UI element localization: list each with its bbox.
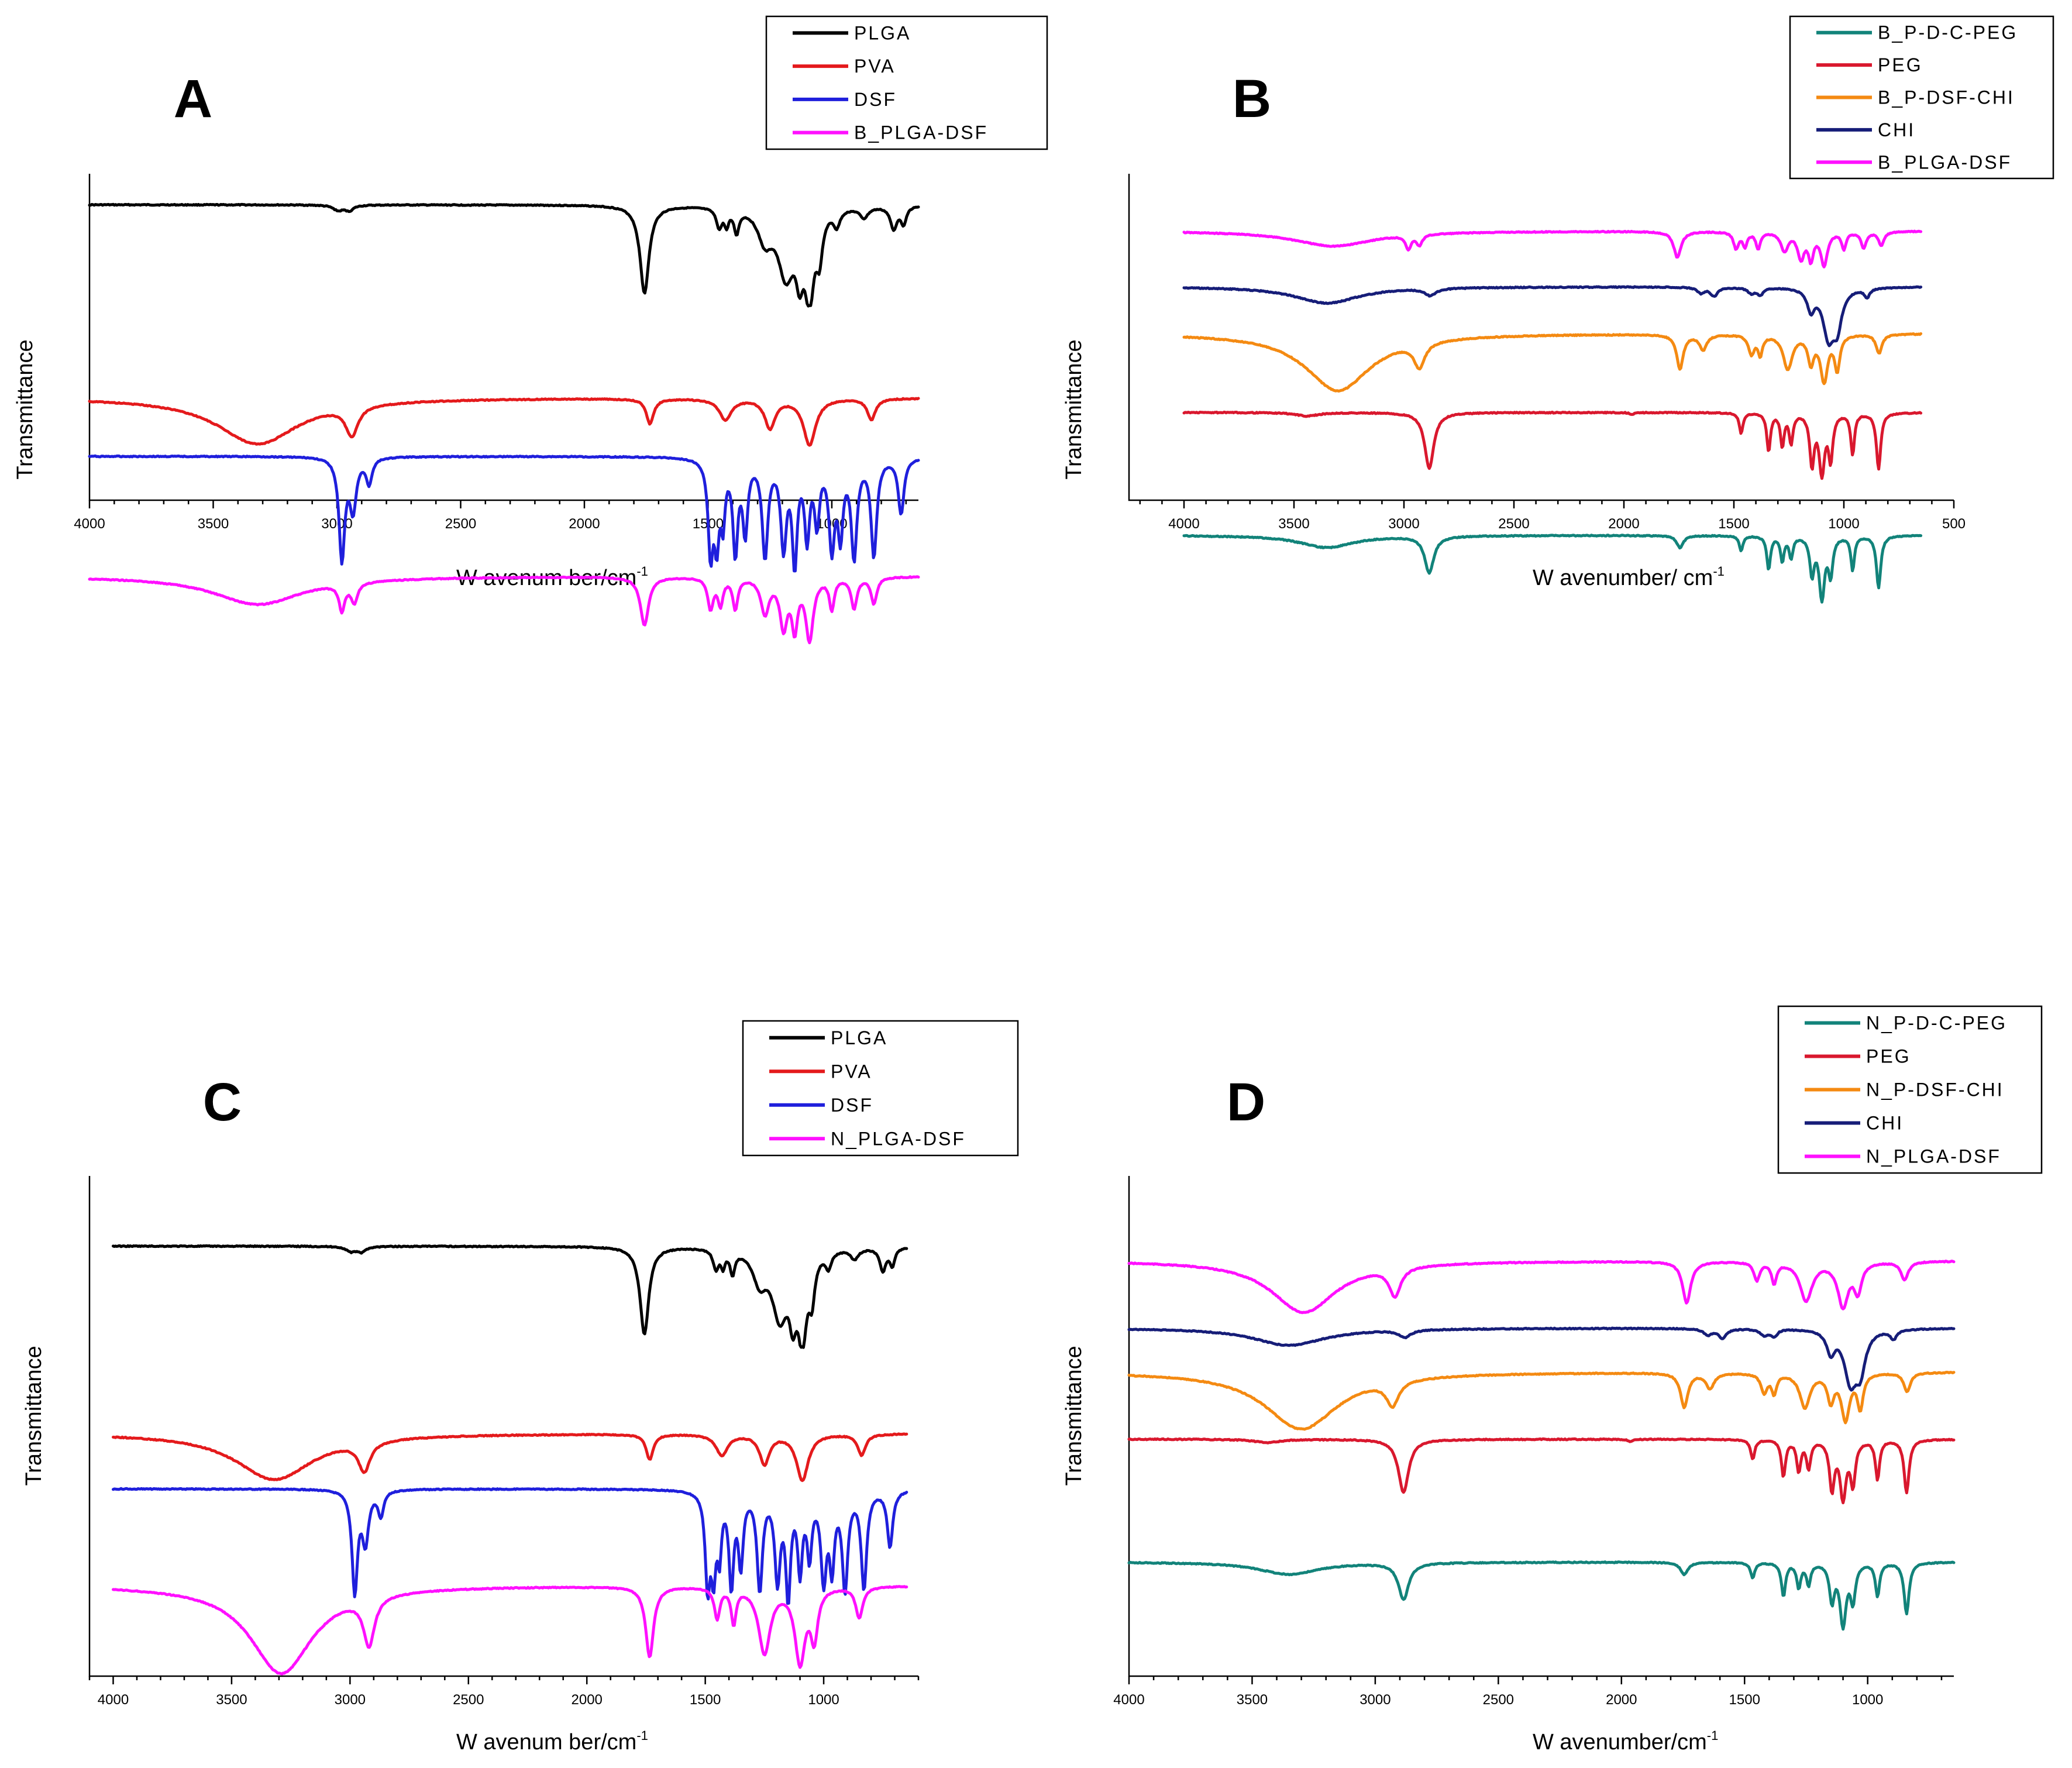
- x-tick-label: 1500: [1718, 516, 1749, 532]
- series-line-pva: [88, 397, 920, 447]
- x-tick-label: 3500: [216, 1692, 247, 1708]
- series-line-dsf: [88, 454, 920, 573]
- series-line-b-p-d-c-peg: [1182, 534, 1923, 604]
- legend-label: B_P-DSF-CHI: [1878, 87, 2015, 108]
- legend: B_P-D-C-PEG PEG B_P-DSF-CHI CHI B_PLGA-DSF: [1789, 15, 2054, 180]
- x-tick-label: 2000: [572, 1692, 603, 1708]
- series-line-chi: [1182, 285, 1923, 348]
- legend-label: N_P-D-C-PEG: [1866, 1013, 2007, 1034]
- legend-label: PVA: [854, 56, 896, 77]
- series-line-plga: [112, 1244, 908, 1349]
- legend-label: N_P-DSF-CHI: [1866, 1079, 2004, 1100]
- panel-letter: A: [174, 69, 212, 129]
- series-line-peg: [1127, 1437, 1956, 1505]
- x-tick-label: 2500: [1483, 1692, 1514, 1708]
- series-line-n-plga-dsf: [112, 1585, 908, 1676]
- panel-d: D 4000 3500 3000 2500 2000 1500 1000 Transmittan…: [1062, 1005, 2043, 1755]
- x-tick-label: 4000: [1113, 1692, 1144, 1708]
- x-tick-label: 1000: [1828, 516, 1859, 532]
- y-axis-label: Transmittance: [1062, 1346, 1086, 1485]
- legend-box: [742, 1020, 1019, 1157]
- x-tick-label: 500: [1942, 516, 1966, 532]
- legend-label: N_PLGA-DSF: [831, 1128, 966, 1149]
- x-tick-label: 3500: [1278, 516, 1309, 532]
- legend-label: CHI: [1878, 119, 1915, 140]
- legend-box: [765, 15, 1048, 150]
- legend-label: PLGA: [831, 1027, 887, 1048]
- panel-letter: D: [1227, 1072, 1265, 1132]
- series-line-dsf: [112, 1487, 908, 1605]
- legend-label: B_PLGA-DSF: [854, 122, 988, 143]
- legend: PLGA PVA DSF N_PLGA-DSF: [742, 1020, 1019, 1157]
- panel-b: B 4000 3500 3000 2500 2000 1500 1000 500 Transmit…: [1062, 15, 2054, 604]
- series-line-n-p-d-c-peg: [1127, 1560, 1956, 1631]
- legend-label: PVA: [831, 1061, 872, 1082]
- legend-label: PEG: [1878, 54, 1923, 75]
- legend: N_P-D-C-PEG PEG N_P-DSF-CHI CHI N_PLGA-DSF: [1777, 1005, 2043, 1174]
- x-tick-label: 1000: [808, 1692, 839, 1708]
- x-axis-label: W avenumber/cm-1: [1533, 1728, 1718, 1755]
- legend-label: PEG: [1866, 1046, 1911, 1067]
- x-tick-label: 1000: [1852, 1692, 1883, 1708]
- axes-frame: [88, 1176, 918, 1677]
- x-tick-label: 2500: [445, 516, 476, 532]
- x-tick-label: 3000: [335, 1692, 366, 1708]
- legend-label: DSF: [854, 89, 897, 110]
- x-axis-label: W avenum ber/cm-1: [456, 1728, 648, 1755]
- axes-frame: [88, 174, 918, 501]
- x-tick-label: 3000: [321, 516, 352, 532]
- series-line-b-p-dsf-chi: [1182, 332, 1923, 393]
- series-line-n-p-dsf-chi: [1127, 1371, 1956, 1431]
- y-axis-label: Transmittance: [1062, 339, 1086, 479]
- x-tick-label: 3000: [1359, 1692, 1390, 1708]
- legend: PLGA PVA DSF B_PLGA-DSF: [765, 15, 1048, 150]
- x-tick-label: 1500: [690, 1692, 721, 1708]
- x-tick-label: 4000: [74, 516, 105, 532]
- y-axis-label: Transmittance: [22, 1346, 46, 1485]
- x-tick-label: 2000: [1606, 1692, 1637, 1708]
- legend-label: PLGA: [854, 22, 911, 43]
- series-line-plga: [88, 202, 920, 308]
- x-tick-label: 2000: [1608, 516, 1639, 532]
- legend-label: N_PLGA-DSF: [1866, 1146, 2001, 1167]
- x-tick-label: 2000: [569, 516, 600, 532]
- panel-letter: B: [1233, 69, 1271, 129]
- x-axis-label: W avenumber/ cm-1: [1533, 564, 1725, 590]
- x-tick-label: 3000: [1388, 516, 1419, 532]
- series-line-b-plga-dsf: [1182, 229, 1923, 269]
- panel-letter: C: [203, 1072, 242, 1132]
- x-tick-label: 1500: [1729, 1692, 1760, 1708]
- legend-label: B_PLGA-DSF: [1878, 152, 2012, 173]
- axes-frame: [1128, 174, 1954, 501]
- y-axis-label: Transmittance: [13, 339, 37, 479]
- x-tick-label: 2500: [1498, 516, 1529, 532]
- x-tick-label: 3500: [198, 516, 229, 532]
- legend-label: DSF: [831, 1095, 873, 1116]
- legend-label: B_P-D-C-PEG: [1878, 22, 2018, 43]
- x-tick-label: 4000: [1168, 516, 1199, 532]
- legend-label: CHI: [1866, 1113, 1904, 1134]
- series-line-peg: [1182, 410, 1923, 480]
- series-line-pva: [112, 1432, 908, 1482]
- x-tick-label: 3500: [1237, 1692, 1268, 1708]
- x-tick-label: 2500: [453, 1692, 484, 1708]
- series-line-n-plga-dsf: [1127, 1260, 1956, 1315]
- series-line-b-plga-dsf: [88, 575, 920, 645]
- panel-c: C 4000 3500 3000 2500 2000 1500 1000 Transmittan…: [22, 1020, 1019, 1755]
- series-line-chi: [1127, 1326, 1956, 1392]
- x-tick-label: 4000: [98, 1692, 129, 1708]
